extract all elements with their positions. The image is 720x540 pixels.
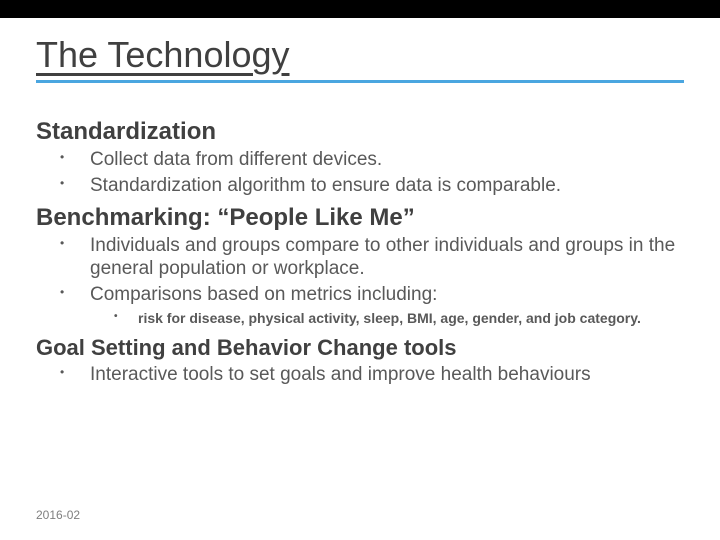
bullet-list: Individuals and groups compare to other …	[36, 234, 684, 327]
bullet-item: Comparisons based on metrics including:	[60, 283, 684, 307]
section-heading: Standardization	[36, 118, 684, 146]
bullet-item: Standardization algorithm to ensure data…	[60, 174, 684, 198]
title-block: The Technology	[36, 34, 684, 83]
slide-body: StandardizationCollect data from differe…	[36, 114, 684, 393]
sub-bullet-list: risk for disease, physical activity, sle…	[60, 309, 684, 327]
bullet-list: Collect data from different devices.Stan…	[36, 148, 684, 198]
bullet-item: Collect data from different devices.	[60, 148, 684, 172]
bullet-item: Interactive tools to set goals and impro…	[60, 363, 684, 387]
sub-bullet-item: risk for disease, physical activity, sle…	[114, 309, 684, 327]
top-accent-band	[0, 0, 720, 18]
slide-title: The Technology	[36, 34, 684, 76]
section-heading: Goal Setting and Behavior Change tools	[36, 335, 684, 361]
title-underline-rule	[36, 80, 684, 83]
bullet-list: Interactive tools to set goals and impro…	[36, 363, 684, 387]
slide: The Technology StandardizationCollect da…	[0, 0, 720, 540]
footer-date: 2016-02	[36, 508, 80, 522]
section-heading: Benchmarking: “People Like Me”	[36, 204, 684, 232]
bullet-item: Individuals and groups compare to other …	[60, 234, 684, 282]
